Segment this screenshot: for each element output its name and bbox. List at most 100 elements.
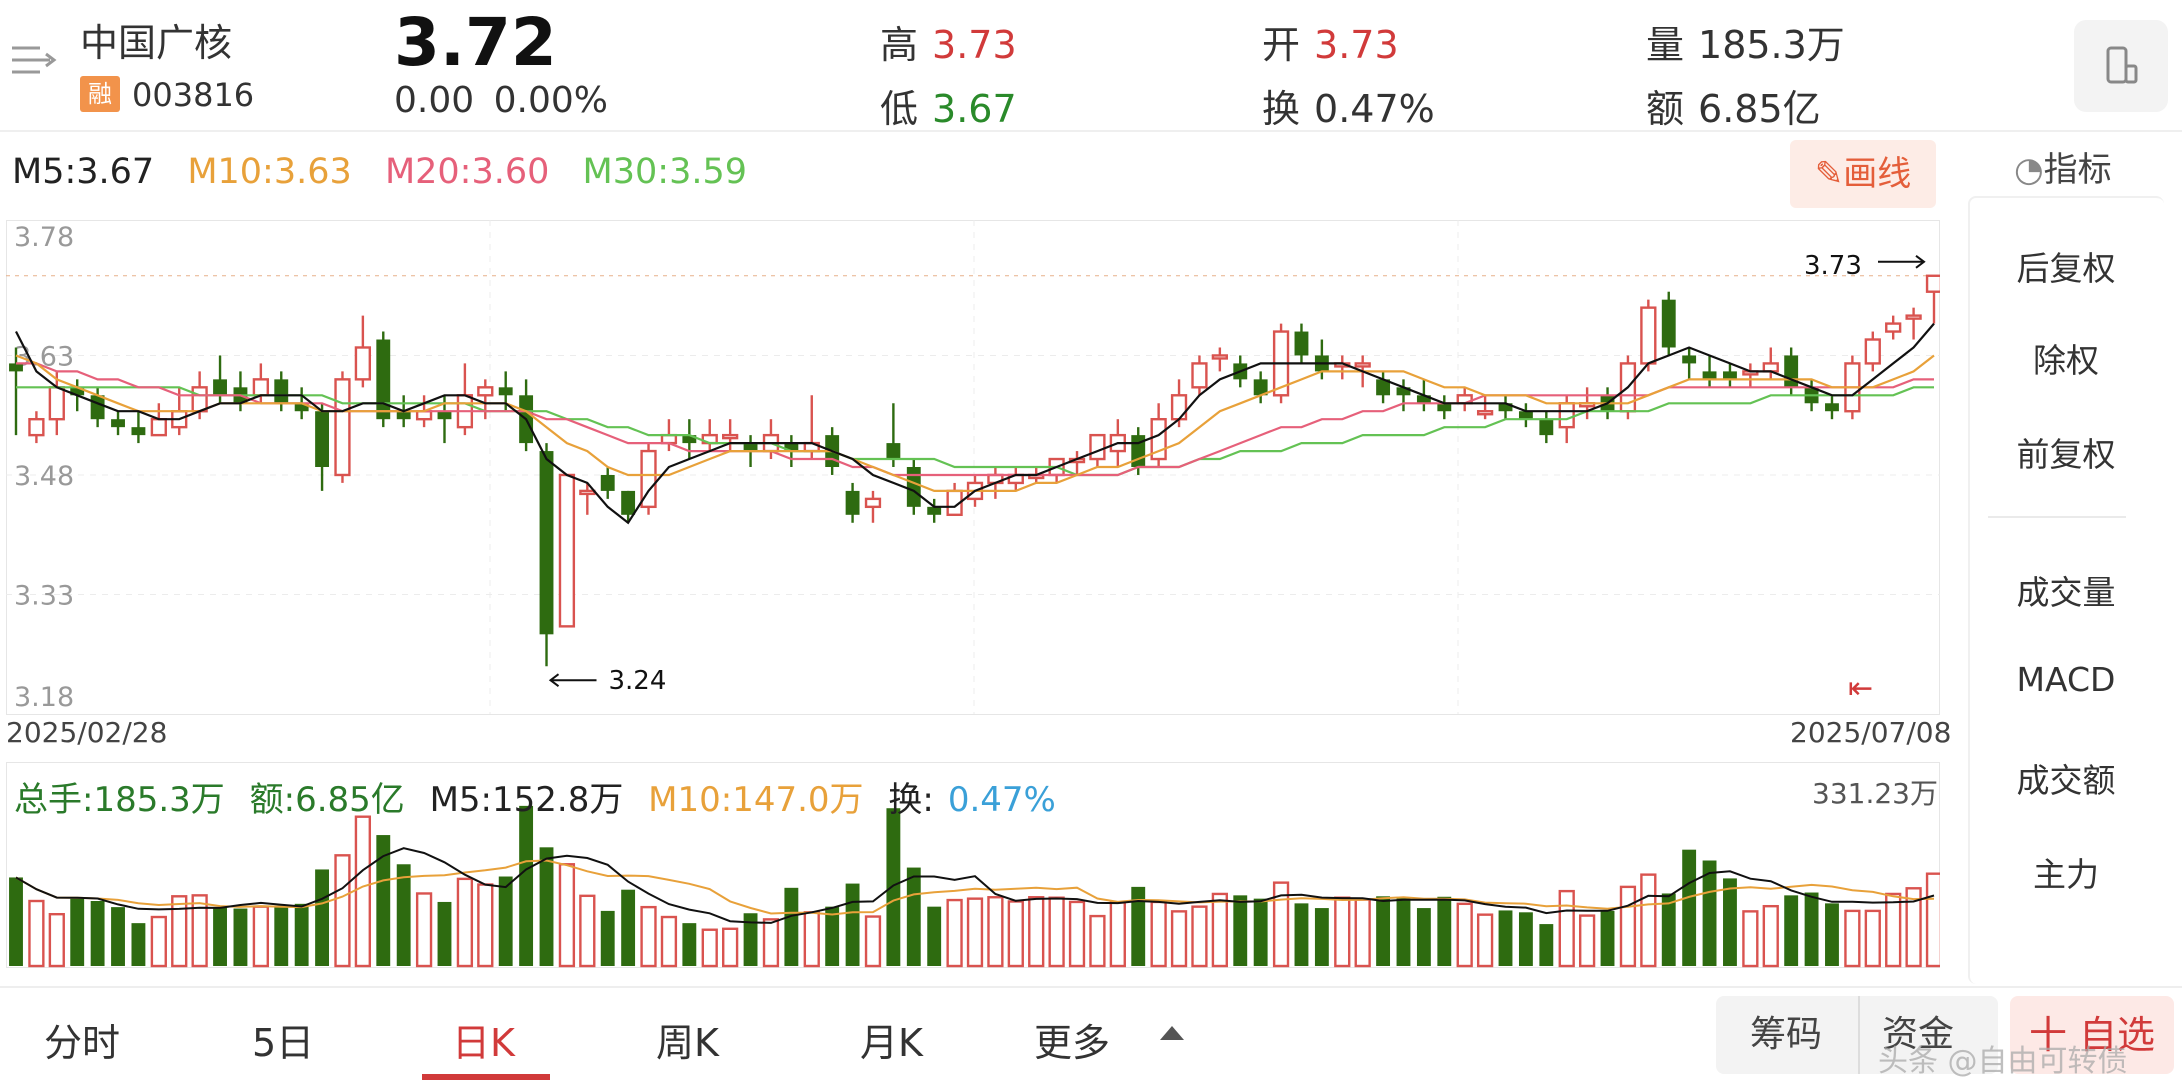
side-item-main-force[interactable]: 主力 [2033,855,2099,894]
candle-body-up [1762,362,1779,373]
candle-body-down [498,387,513,396]
chevron-up-icon[interactable] [1160,1026,1184,1040]
side-divider [1988,516,2126,518]
volume-bar-down [1539,924,1554,966]
tab-daily-k[interactable]: 日K [452,1021,515,1065]
side-item-ex-rights[interactable]: 除权 [2033,341,2099,380]
side-item-volume[interactable]: 成交量 [2016,573,2116,612]
tab-more[interactable]: 更多 [1034,1021,1111,1065]
volume-bar-down [315,869,330,966]
volume-bar-up [1272,881,1290,968]
fund-button[interactable]: 资金 [1858,996,1998,1074]
turnover-label: 换 [1262,87,1301,131]
volume-bar-up [1885,892,1902,968]
candle-body-down [1825,403,1839,412]
volume-bar-up [1211,892,1228,968]
volume-bar-down [498,876,513,966]
volume-bar-up [1456,902,1473,968]
stat-low: 低 3.67 [880,78,1017,133]
stock-name: 中国广核 [80,21,233,65]
volume-bar-up [1007,900,1024,968]
draw-line-button[interactable]: ✎画线 [1790,140,1936,208]
draw-line-label: 画线 [1843,154,1912,194]
stat-open: 开 3.73 [1262,14,1399,69]
volume-bar-up [1048,896,1065,968]
volume-chart[interactable] [6,762,1940,968]
ma10-line [15,354,1935,492]
menu-icon[interactable] [10,42,58,82]
ma5-label: M5:3.67 [12,152,155,192]
candle-body-up [477,386,494,397]
volume-bar-up [334,854,351,968]
volume-bar-down [927,906,942,966]
indicator-button[interactable]: ◔指标 [2014,142,2112,191]
volume-bar-up [1109,901,1126,968]
volume-bar-up [1170,910,1188,968]
volume-m5: M5:152.8万 [429,780,624,820]
stat-high: 高 3.73 [880,14,1017,69]
candle-body-down [90,395,105,420]
tab-5day[interactable]: 5日 [252,1021,315,1065]
volume-bar-up [722,927,739,968]
change-percent: 0.00% [493,80,608,121]
volume-bar-up [987,896,1004,968]
volume-bar-up [579,894,596,968]
volume-bar-up [660,915,678,968]
low-label: 低 [880,87,919,131]
volume-bar-down [743,913,758,966]
candle-body-down [9,363,23,372]
volume-bar-down [1233,895,1248,966]
add-favorite-button[interactable]: 十 自选 [2010,996,2174,1074]
candle-body-up [558,473,576,628]
candle-body-up [579,489,596,496]
volume-bar-up [252,905,269,968]
candle-body-down [1253,379,1268,396]
side-item-amount[interactable]: 成交额 [2016,761,2116,800]
candle-body-down [213,379,227,396]
volume-bar-up [48,912,65,968]
volume-bar-down [9,877,23,966]
volume-bar-up [1762,904,1779,968]
volume-ma5-line [15,847,1935,924]
tab-intraday[interactable]: 分时 [44,1021,121,1065]
kline-chart[interactable]: 3.783.633.483.333.183.733.24 ⇤ [6,220,1940,716]
volume-bar-up [28,899,45,968]
tab-weekly-k[interactable]: 周K [656,1021,719,1065]
candle-body-up [722,433,739,440]
volume-bar-up [415,892,433,968]
volume-bar-down [294,903,309,966]
volume-bar-down [376,835,391,966]
tab-monthly-k[interactable]: 月K [860,1021,923,1065]
chips-button[interactable]: 筹码 [1716,996,1858,1074]
volume-bar-down [1784,895,1799,966]
side-item-forward-adjust[interactable]: 前复权 [2016,435,2116,474]
volume-bar-up [1844,909,1861,968]
volume-bar-up [1578,914,1596,968]
volume-bar-down [1661,893,1676,966]
min-arrow-head [548,673,560,687]
amount-label: 额 [1646,87,1685,131]
volume-bar-up [966,897,984,968]
volume-bar-up [803,911,820,968]
candle-body-down [743,443,758,452]
candle-body-down [396,411,411,420]
candle-body-down [1539,419,1554,436]
volume-bar-up [1089,914,1106,968]
side-item-macd[interactable]: MACD [2016,660,2116,699]
volume-value: 185.3万 [1698,23,1845,67]
volume-bar-down [90,901,105,966]
last-price: 3.72 [394,4,557,81]
candle-body-down [1723,371,1737,380]
price-change: 0.00 0.00% [394,80,608,121]
volume-bar-down [396,864,411,966]
candle-body-up [48,386,65,421]
volume-bar-up [1476,913,1494,968]
volume-bar-up [354,815,372,968]
candle-body-down [621,490,636,515]
side-panel [1968,196,2164,984]
volume-bar-up [456,877,474,968]
device-toggle-button[interactable] [2074,20,2168,112]
side-item-backward-adjust[interactable]: 后复权 [2016,249,2116,288]
candle-body-down [906,467,921,507]
y-tick-label: 3.33 [14,580,74,611]
